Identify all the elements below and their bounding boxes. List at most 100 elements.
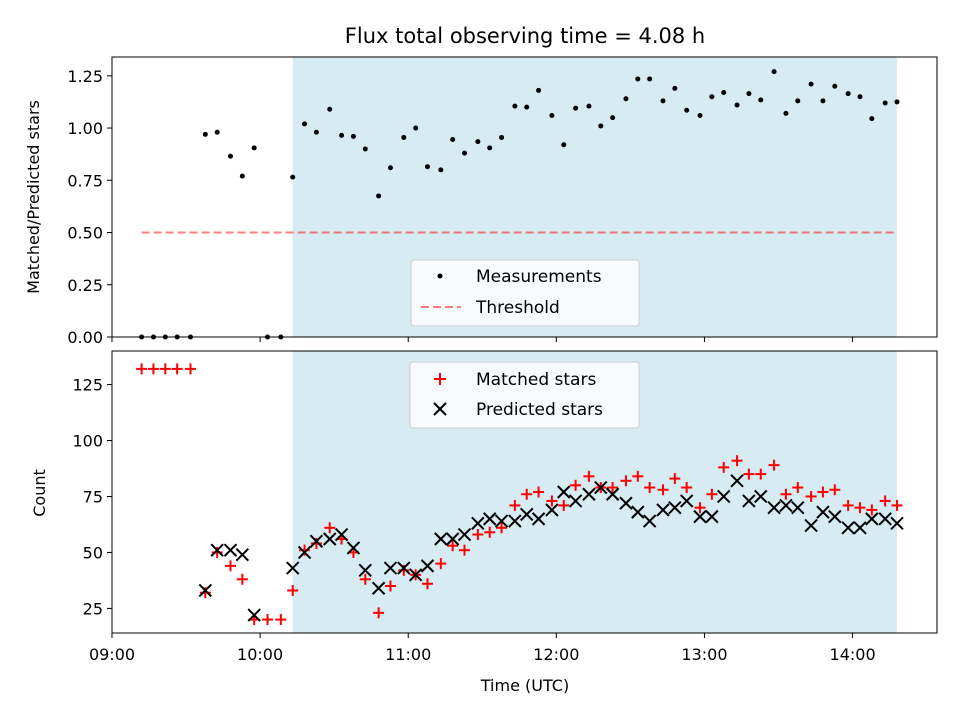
predicted-star-point [656,503,670,517]
matched-star-point [681,482,693,494]
matched-star-point [866,504,878,516]
top-y-tick-label: 0.50 [67,224,103,243]
predicted-star-point [508,514,522,528]
matched-star-point [275,614,287,626]
measurement-point [438,167,444,173]
predicted-star-point [828,509,842,524]
measurement-point [549,113,555,119]
predicted-star-point [297,545,312,560]
matched-star-point [533,486,545,498]
top-legend-box [410,259,640,327]
matched-star-point [299,544,311,556]
measurement-point [746,91,752,97]
bottom-y-tick-label: 100 [72,432,103,451]
matched-star-point [373,607,385,619]
predicted-star-point [742,494,756,508]
legend-predicted-marker [433,402,447,416]
matched-star-point [287,584,299,596]
predicted-star-point [841,521,855,535]
predicted-star-point [482,512,497,526]
measurement-point [339,132,345,138]
top-y-ticks: 0.00 0.25 0.50 0.75 1.00 1.25 [67,67,112,347]
predicted-star-point [605,487,620,501]
measurement-point [462,150,468,156]
matched-star-point [842,499,854,511]
measurement-point [313,129,319,135]
matched-star-point [384,580,396,592]
predicted-star-point [346,541,361,555]
matched-stars-points [136,363,903,626]
bottom-panel: 25 50 75 100 125 09:00 10:00 11:00 12:00 13:00 14… [30,350,938,695]
x-axis-label: Time (UTC) [480,676,569,695]
measurement-point [586,103,592,109]
matched-star-point [558,499,570,511]
matched-star-point [435,558,447,570]
matched-star-point [669,473,681,485]
predicted-star-point [705,509,719,524]
matched-star-point [509,499,521,511]
matched-star-point [310,537,322,549]
predicted-star-point [730,474,744,488]
measurement-point [869,116,875,122]
matched-star-point [718,461,730,473]
legend-matched-label: Matched stars [476,370,596,390]
predicted-star-point [434,532,448,546]
measurement-point [376,193,382,199]
matched-star-point [644,482,656,494]
matched-star-point [359,573,371,585]
matched-star-point [620,475,632,487]
matched-star-point [459,544,471,556]
measurement-point [450,137,456,143]
predicted-star-point [371,581,386,595]
matched-star-point [398,564,410,576]
matched-star-point [829,484,841,496]
predicted-star-point [631,505,645,519]
measurement-point [499,134,505,140]
measurement-point [327,106,333,112]
bottom-x-tick-label: 10:00 [237,645,283,664]
matched-star-point [136,363,148,375]
measurement-point [302,121,308,127]
matched-star-point [421,578,433,590]
bottom-legend-box [409,361,640,429]
predicted-star-point [568,494,583,508]
matched-star-point [224,560,236,572]
top-y-tick-label: 1.25 [67,67,103,86]
matched-star-point [171,363,183,375]
predicted-star-point [545,503,559,517]
predicted-star-point [767,500,781,515]
measurement-point [202,131,208,137]
predicted-star-point [494,514,509,528]
bottom-plot-frame [111,350,938,634]
legend-threshold-label: Threshold [475,298,560,318]
predicted-star-point [397,561,411,575]
bottom-y-ticks: 25 50 75 100 125 [72,376,112,618]
predicted-star-point [210,543,224,557]
predicted-star-point [471,516,485,531]
matched-star-point [607,482,619,494]
matched-star-point [185,363,197,375]
predicted-star-point [457,527,472,542]
measurement-point [401,134,407,140]
predicted-star-point [693,509,707,524]
matched-star-point [496,522,508,534]
measurement-point [227,153,233,159]
measurement-point [487,145,493,151]
measurement-point [290,174,296,180]
matched-star-point [147,363,159,375]
bottom-x-ticks: 09:00 10:00 11:00 12:00 13:00 14:00 [89,633,876,664]
predicted-star-point [582,487,596,501]
measurement-point [362,146,368,152]
predicted-star-point [309,534,324,548]
matched-star-point [583,470,595,482]
predicted-star-point [247,608,261,622]
measurement-point [512,103,518,109]
matched-star-point [792,482,804,494]
predicted-star-point [223,543,238,557]
matched-star-point [570,479,582,491]
measurement-point [721,90,727,96]
measurement-point [214,129,220,135]
predicted-star-point [890,516,904,531]
measurement-point [882,100,888,106]
predicted-star-point [754,489,768,504]
